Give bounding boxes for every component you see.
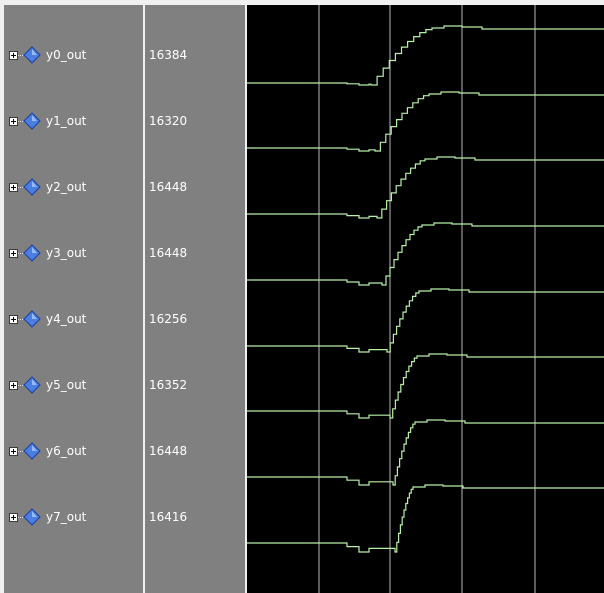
waveform-canvas bbox=[247, 5, 604, 593]
signal-row-y6_out[interactable]: y6_out bbox=[4, 440, 86, 462]
tree-connector bbox=[18, 252, 25, 254]
signal-values-pane: 16384 16320 16448 16448 16256 16352 16448 16416 bbox=[145, 5, 245, 593]
signal-value: 16256 bbox=[149, 312, 188, 326]
signal-name: y6_out bbox=[46, 444, 87, 458]
waveform-trace-y2_out bbox=[247, 156, 604, 219]
signal-row-y0_out[interactable]: y0_out bbox=[4, 44, 86, 66]
bus-diamond-icon bbox=[23, 112, 41, 130]
tree-connector bbox=[18, 120, 25, 122]
bus-diamond-icon bbox=[23, 508, 41, 526]
bus-diamond-icon bbox=[23, 178, 41, 196]
expand-plus-icon[interactable] bbox=[9, 380, 18, 390]
tree-connector bbox=[18, 384, 25, 386]
expand-plus-icon[interactable] bbox=[9, 314, 18, 324]
expand-plus-icon[interactable] bbox=[9, 50, 18, 60]
signal-value: 16448 bbox=[149, 246, 188, 260]
signal-row-y3_out[interactable]: y3_out bbox=[4, 242, 86, 264]
waveform-pane[interactable] bbox=[247, 5, 604, 593]
signal-name: y7_out bbox=[46, 510, 87, 524]
signal-value: 16320 bbox=[149, 114, 188, 128]
signal-row-y7_out[interactable]: y7_out bbox=[4, 506, 86, 528]
tree-connector bbox=[18, 186, 25, 188]
expand-plus-icon[interactable] bbox=[9, 182, 18, 192]
signal-value: 16352 bbox=[149, 378, 188, 392]
waveform-trace-y1_out bbox=[247, 91, 604, 152]
signal-row-y2_out[interactable]: y2_out bbox=[4, 176, 86, 198]
bus-diamond-icon bbox=[23, 376, 41, 394]
waveform-trace-y7_out bbox=[247, 484, 604, 553]
waveform-trace-y0_out bbox=[247, 25, 604, 86]
expand-plus-icon[interactable] bbox=[9, 446, 18, 456]
signal-name: y5_out bbox=[46, 378, 87, 392]
tree-connector bbox=[18, 450, 25, 452]
waveform-trace-y3_out bbox=[247, 222, 604, 286]
tree-connector bbox=[18, 516, 25, 518]
expand-plus-icon[interactable] bbox=[9, 116, 18, 126]
signal-value: 16416 bbox=[149, 510, 188, 524]
signal-name: y1_out bbox=[46, 114, 87, 128]
signal-name: y0_out bbox=[46, 48, 87, 62]
signal-name: y2_out bbox=[46, 180, 87, 194]
expand-plus-icon[interactable] bbox=[9, 248, 18, 258]
waveform-trace-y6_out bbox=[247, 419, 604, 486]
tree-connector bbox=[18, 318, 25, 320]
signal-name: y3_out bbox=[46, 246, 87, 260]
tree-connector bbox=[18, 54, 25, 56]
signal-row-y4_out[interactable]: y4_out bbox=[4, 308, 86, 330]
signal-value: 16384 bbox=[149, 48, 188, 62]
signal-value: 16448 bbox=[149, 444, 188, 458]
signal-row-y1_out[interactable]: y1_out bbox=[4, 110, 86, 132]
signal-row-y5_out[interactable]: y5_out bbox=[4, 374, 86, 396]
bus-diamond-icon bbox=[23, 244, 41, 262]
bus-diamond-icon bbox=[23, 310, 41, 328]
signal-name: y4_out bbox=[46, 312, 87, 326]
bus-diamond-icon bbox=[23, 442, 41, 460]
waveform-trace-y4_out bbox=[247, 288, 604, 353]
signal-names-pane: y0_out y1_out y2_out y3_out y4_out y5_out y6_o… bbox=[4, 5, 143, 593]
expand-plus-icon[interactable] bbox=[9, 512, 18, 522]
bus-diamond-icon bbox=[23, 46, 41, 64]
waveform-trace-y5_out bbox=[247, 353, 604, 419]
signal-value: 16448 bbox=[149, 180, 188, 194]
